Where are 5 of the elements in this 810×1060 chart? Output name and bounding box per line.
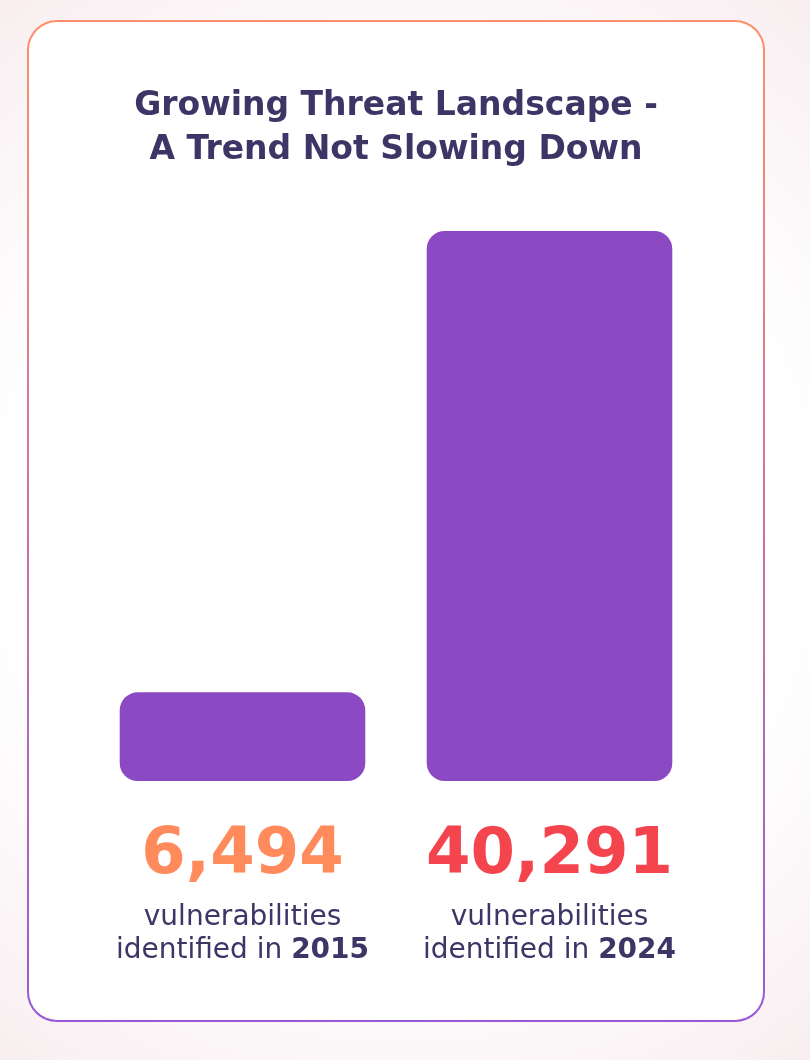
chart-title: Growing Threat Landscape - A Trend Not Slowing Down (133, 83, 659, 169)
data-label: 40,291 (426, 814, 673, 888)
x-tick-label: vulnerabilities identified in 2015 (115, 899, 370, 965)
data-label: 6,494 (141, 814, 344, 888)
x-tick-label: vulnerabilities identified in 2024 (422, 899, 677, 965)
